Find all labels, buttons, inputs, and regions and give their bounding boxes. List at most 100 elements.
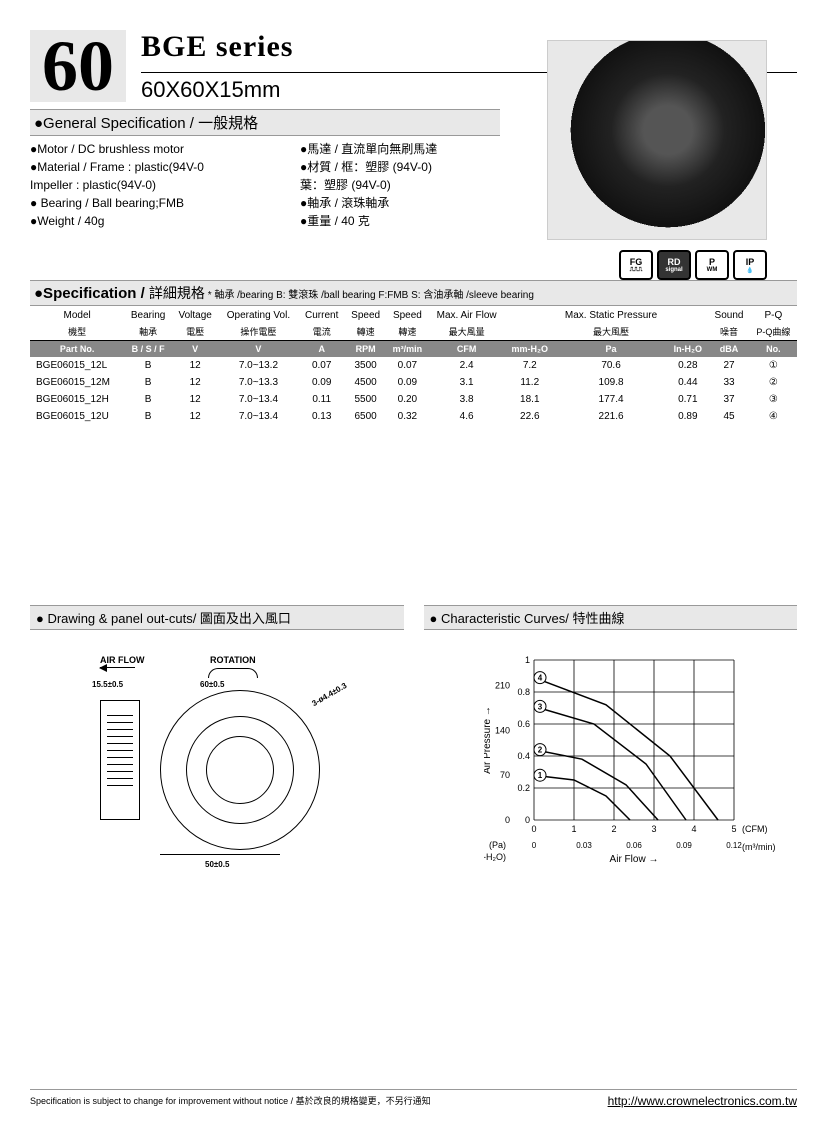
- table-cell: 0.07: [298, 357, 344, 374]
- table-cell: 0.28: [667, 357, 708, 374]
- dim-top: 60±0.5: [200, 680, 224, 689]
- table-cell: 33: [708, 374, 749, 391]
- svg-text:0.03: 0.03: [576, 841, 592, 850]
- table-cell: 0.20: [386, 391, 428, 408]
- footer-disclaimer: Specification is subject to change for i…: [30, 1094, 431, 1108]
- svg-text:140: 140: [494, 725, 509, 735]
- svg-text:Air Flow →: Air Flow →: [609, 854, 658, 865]
- table-cell: 7.0~13.3: [218, 374, 298, 391]
- spec-hdr-bold: ●Specification /: [34, 285, 149, 302]
- svg-text:3: 3: [651, 824, 656, 834]
- chart-heading: ● Characteristic Curves/ 特性曲線: [424, 605, 798, 630]
- drawing-heading: ● Drawing & panel out-cuts/ 圖面及出入風口: [30, 605, 404, 630]
- table-cell: 18.1: [505, 391, 555, 408]
- table-cell: 37: [708, 391, 749, 408]
- table-cell: 12: [172, 391, 218, 408]
- table-cell: 7.0~13.4: [218, 408, 298, 425]
- svg-text:4: 4: [691, 824, 696, 834]
- svg-text:0: 0: [524, 815, 529, 825]
- table-header: No.: [750, 341, 797, 358]
- spec-heading: ●Specification / 詳細規格 * 軸承 /bearing B: 雙…: [30, 280, 797, 306]
- table-header: 轉速: [345, 323, 386, 341]
- technical-drawing: AIR FLOW ROTATION 15.5±0.5 60±0.5 3-ø4.4…: [30, 650, 404, 890]
- svg-text:0.4: 0.4: [517, 751, 530, 761]
- table-header: Bearing: [124, 308, 172, 323]
- svg-text:0.2: 0.2: [517, 783, 530, 793]
- table-cell: 70.6: [555, 357, 668, 374]
- table-header: P-Q曲線: [750, 323, 797, 341]
- table-header: m³/min: [386, 341, 428, 358]
- feature-icon: FG⎍⎍⎍: [619, 250, 653, 280]
- table-header: V: [172, 341, 218, 358]
- table-cell: ④: [750, 408, 797, 425]
- table-header: dBA: [708, 341, 749, 358]
- svg-text:70: 70: [499, 770, 509, 780]
- table-cell: 0.89: [667, 408, 708, 425]
- table-header: B / S / F: [124, 341, 172, 358]
- table-header: CFM: [428, 341, 504, 358]
- svg-text:210: 210: [494, 681, 509, 691]
- table-cell: 12: [172, 357, 218, 374]
- table-cell: 7.2: [505, 357, 555, 374]
- svg-text:0.8: 0.8: [517, 687, 530, 697]
- fan-circle: [160, 690, 320, 850]
- table-row: BGE06015_12HB127.0~13.40.1155000.203.818…: [30, 391, 797, 408]
- svg-text:(m³/min): (m³/min): [742, 842, 776, 852]
- table-cell: 5500: [345, 391, 386, 408]
- svg-text:0: 0: [531, 841, 536, 850]
- table-cell: 3.1: [428, 374, 504, 391]
- table-cell: 45: [708, 408, 749, 425]
- table-cell: 7.0~13.2: [218, 357, 298, 374]
- footer-url: http://www.crownelectronics.com.tw: [608, 1094, 797, 1108]
- table-header: P-Q: [750, 308, 797, 323]
- table-header: [667, 308, 708, 323]
- table-cell: ②: [750, 374, 797, 391]
- model-number: 60: [30, 30, 126, 102]
- table-header: [505, 323, 555, 341]
- table-cell: BGE06015_12M: [30, 374, 124, 391]
- table-cell: ③: [750, 391, 797, 408]
- table-header: 最大風量: [428, 323, 504, 341]
- table-header: 軸承: [124, 323, 172, 341]
- table-row: BGE06015_12UB127.0~13.40.1365000.324.622…: [30, 408, 797, 425]
- table-cell: 12: [172, 374, 218, 391]
- spec-hdr-note: * 軸承 /bearing B: 雙滾珠 /ball bearing F:FMB…: [205, 290, 534, 301]
- table-row: BGE06015_12MB127.0~13.30.0945000.093.111…: [30, 374, 797, 391]
- svg-text:1: 1: [571, 824, 576, 834]
- spec-line: ●Material / Frame : plastic(94V-0: [30, 158, 300, 176]
- svg-text:0.6: 0.6: [517, 719, 530, 729]
- gen-spec-sep: /: [186, 115, 199, 132]
- table-cell: 22.6: [505, 408, 555, 425]
- table-header: 操作電壓: [218, 323, 298, 341]
- spec-line: 葉：塑膠 (94V-0): [300, 176, 500, 194]
- spec-line: ●馬達 / 直流單向無刷馬達: [300, 140, 500, 158]
- product-photo: [547, 40, 767, 240]
- table-header: 轉速: [386, 323, 428, 341]
- feature-icons: FG⎍⎍⎍RDsignalPWMIP💧: [619, 250, 767, 280]
- table-cell: 6500: [345, 408, 386, 425]
- table-cell: 7.0~13.4: [218, 391, 298, 408]
- gen-spec-cn: 一般規格: [198, 115, 258, 132]
- table-header: Speed: [345, 308, 386, 323]
- fan-outlet: [100, 700, 140, 820]
- pq-chart: 01234510.80.60.40.202101407001234Air Pre…: [424, 650, 798, 890]
- table-cell: B: [124, 374, 172, 391]
- table-cell: ①: [750, 357, 797, 374]
- table-header: Max. Static Pressure: [555, 308, 668, 323]
- feature-icon: RDsignal: [657, 250, 691, 280]
- table-cell: 11.2: [505, 374, 555, 391]
- dim-hole: 3-ø4.4±0.3: [310, 681, 348, 708]
- table-cell: 27: [708, 357, 749, 374]
- table-header: Max. Air Flow: [428, 308, 504, 323]
- svg-text:2: 2: [611, 824, 616, 834]
- table-header: 電流: [298, 323, 344, 341]
- svg-text:(Pa): (Pa): [488, 840, 505, 850]
- table-header: 電壓: [172, 323, 218, 341]
- table-header: A: [298, 341, 344, 358]
- table-header: Sound: [708, 308, 749, 323]
- table-cell: BGE06015_12U: [30, 408, 124, 425]
- table-header: Voltage: [172, 308, 218, 323]
- svg-text:4: 4: [537, 674, 542, 683]
- spec-table: ModelBearingVoltageOperating Vol.Current…: [30, 308, 797, 425]
- table-header: Part No.: [30, 341, 124, 358]
